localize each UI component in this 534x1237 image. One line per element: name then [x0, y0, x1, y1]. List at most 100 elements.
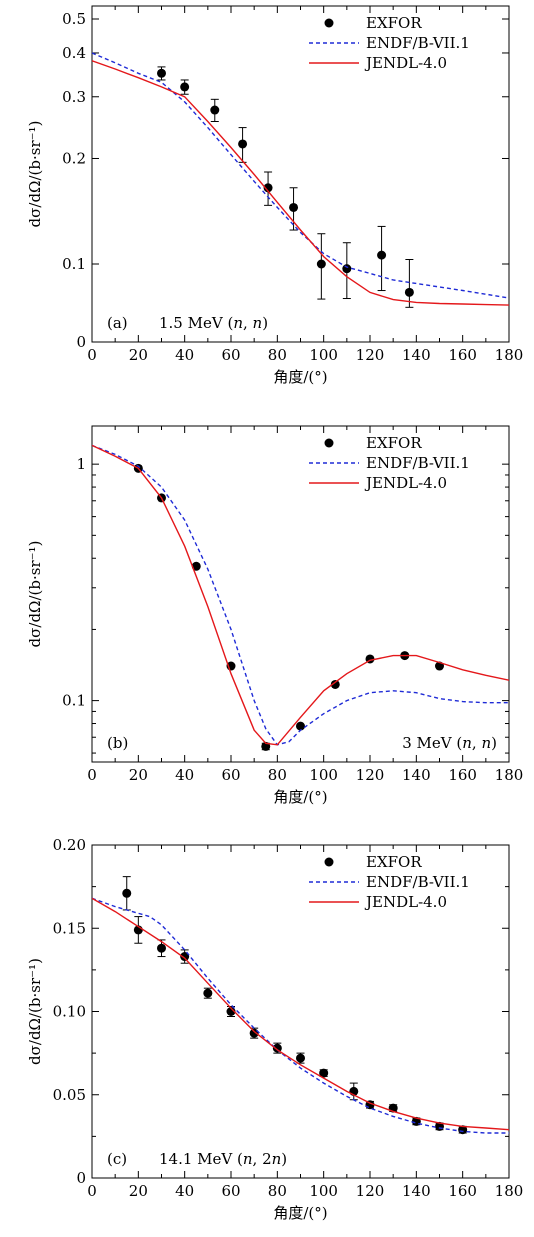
panel-label: (a) [107, 314, 128, 332]
x-tick-label: 160 [448, 766, 477, 784]
legend-label: EXFOR [366, 14, 422, 32]
x-tick-label: 100 [309, 766, 338, 784]
data-point [319, 1068, 329, 1078]
annotation-part: ) [262, 314, 268, 332]
x-tick-label: 140 [402, 766, 431, 784]
y-tick-label: 0.2 [62, 149, 86, 167]
series-line-1 [92, 897, 509, 1134]
x-tick-label: 160 [448, 1182, 477, 1200]
annotation-part: , [472, 734, 482, 752]
annotation-part: ) [491, 734, 497, 752]
data-point [272, 1043, 282, 1053]
x-tick-label: 20 [129, 766, 148, 784]
annotation-part: n [481, 734, 491, 752]
y-tick-label: 0.15 [53, 919, 86, 937]
panel-label: (c) [107, 1150, 127, 1168]
data-point [157, 68, 166, 78]
x-tick-label: 20 [129, 1182, 148, 1200]
panel-label: (b) [107, 734, 128, 752]
data-point [296, 1053, 305, 1063]
annotation-part: 14.1 MeV ( [159, 1150, 243, 1168]
y-tick-label: 0.05 [53, 1086, 86, 1104]
data-point [210, 105, 220, 115]
x-tick-label: 60 [221, 346, 240, 364]
legend-marker [324, 18, 334, 28]
data-point [238, 139, 248, 149]
y-tick-label: 0.3 [62, 88, 86, 106]
annotation-part: , [243, 314, 253, 332]
series-line-2 [92, 444, 509, 746]
panel-annotation: 1.5 MeV (n, n) [159, 314, 268, 332]
legend-marker [324, 857, 334, 867]
annotation-part: 3 MeV ( [402, 734, 462, 752]
annotation-part: n [243, 1150, 253, 1168]
chart-panel-3: 0 20 40 60 80 100 120 140 160 180 0 0.05 0.10 0.15 0.2… [26, 836, 523, 1222]
legend-label: EXFOR [366, 853, 422, 871]
x-axis-label: 角度/(°) [273, 788, 327, 806]
x-tick-label: 0 [87, 346, 97, 364]
y-tick-label: 1 [76, 455, 86, 473]
x-tick-label: 80 [268, 1182, 287, 1200]
legend-label: ENDF/B-VII.1 [366, 873, 470, 891]
data-point [289, 202, 299, 212]
y-tick-label: 0.1 [62, 255, 86, 273]
x-tick-label: 20 [129, 346, 148, 364]
y-tick-label: 0.10 [53, 1003, 86, 1021]
y-axis-label: dσ/dΩ/(b·sr⁻¹) [26, 541, 44, 648]
annotation-part: 1.5 MeV ( [159, 314, 233, 332]
series-line-1 [92, 52, 509, 299]
data-point [316, 259, 326, 269]
panel-annotation: 14.1 MeV (n, 2n) [159, 1150, 287, 1168]
data-point [263, 183, 273, 193]
x-tick-label: 140 [402, 346, 431, 364]
legend-label: EXFOR [366, 434, 422, 452]
x-tick-label: 120 [356, 1182, 385, 1200]
legend-label: ENDF/B-VII.1 [366, 34, 470, 52]
x-tick-label: 180 [495, 1182, 524, 1200]
series-line-1 [92, 444, 509, 746]
series-line-2 [92, 60, 509, 306]
x-tick-label: 40 [175, 346, 194, 364]
annotation-part: n [462, 734, 472, 752]
annotation-part: , 2 [253, 1150, 272, 1168]
data-point [404, 287, 414, 297]
data-point [191, 561, 201, 571]
data-point [330, 679, 340, 689]
legend-marker [324, 438, 334, 448]
y-tick-label: 0.4 [62, 44, 86, 62]
legend-label: JENDL-4.0 [364, 474, 447, 492]
y-tick-label: 0 [76, 1169, 86, 1187]
panel-annotation: 3 MeV (n, n) [402, 734, 497, 752]
y-tick-label: 0.20 [53, 836, 86, 854]
legend-label: ENDF/B-VII.1 [366, 454, 470, 472]
data-point [180, 82, 190, 92]
legend-label: JENDL-4.0 [364, 893, 447, 911]
x-tick-label: 40 [175, 1182, 194, 1200]
x-tick-label: 100 [309, 1182, 338, 1200]
chart-panel-1: 0 20 40 60 80 100 120 140 160 180 0.1 0.2 0.3 0.4 0.5 0… [26, 5, 524, 386]
y-tick-label: 0 [76, 333, 86, 351]
annotation-part: ) [281, 1150, 287, 1168]
y-tick-label: 0.1 [62, 692, 86, 710]
x-tick-label: 80 [268, 766, 287, 784]
x-tick-label: 40 [175, 766, 194, 784]
chart-panel-2: 0 20 40 60 80 100 120 140 160 180 0.1 1 角度/(°) dσ/dΩ/… [26, 425, 523, 806]
y-tick-label: 0.5 [62, 10, 86, 28]
x-tick-label: 100 [309, 346, 338, 364]
data-point [226, 1007, 236, 1016]
x-tick-label: 120 [356, 766, 385, 784]
annotation-part: n [253, 314, 263, 332]
x-tick-label: 140 [402, 1182, 431, 1200]
x-tick-label: 180 [495, 346, 524, 364]
data-point [377, 250, 387, 260]
data-point [122, 888, 132, 898]
data-point [203, 988, 213, 998]
x-tick-label: 80 [268, 346, 287, 364]
x-axis-label: 角度/(°) [273, 1204, 327, 1222]
series-line-2 [92, 897, 509, 1131]
x-tick-label: 60 [221, 1182, 240, 1200]
x-tick-label: 160 [448, 346, 477, 364]
x-tick-label: 0 [87, 766, 97, 784]
y-axis-label: dσ/dΩ/(b·sr⁻¹) [26, 958, 44, 1065]
